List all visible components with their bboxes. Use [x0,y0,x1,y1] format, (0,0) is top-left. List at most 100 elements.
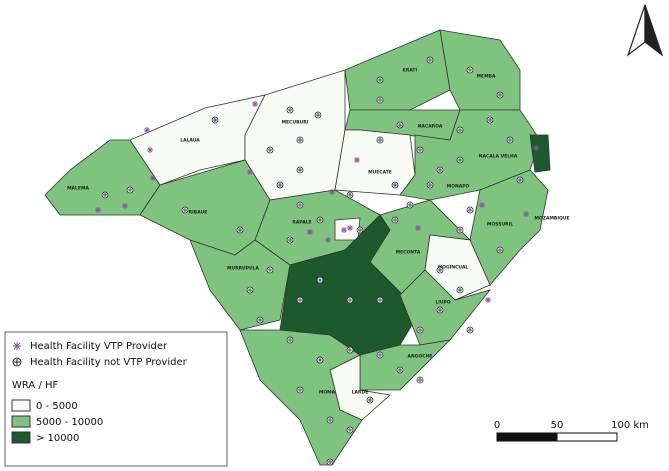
non-vtp-facility [376,296,384,304]
non-vtp-facility [246,286,254,294]
non-vtp-facility [506,136,514,144]
district-labels: LALAUA MECUBURI MALEMA RIBAUE ERATI MEMBA NACA… [67,68,570,396]
legend-label: Health Facility VTP Provider [30,341,168,352]
districts [44,29,551,466]
non-vtp-facility [296,166,304,174]
non-vtp-facility [346,296,354,304]
non-vtp-facility [346,426,354,434]
stroke [150,175,156,181]
stroke [479,202,485,208]
non-vtp-facility [426,181,434,189]
non-vtp-facility [326,458,334,466]
legend-label: Health Facility not VTP Provider [30,357,188,368]
non-vtp-facility [466,326,474,334]
vtp-facility [122,203,128,209]
district-label: NACAROA [418,124,443,130]
stroke [247,169,253,175]
district [529,134,551,173]
non-vtp-facility [346,346,354,354]
legend: Health Facility VTP Provider Health Faci… [4,331,228,467]
legend-symbol [13,342,21,350]
district-label: LALAUA [180,138,200,144]
stroke [354,157,360,163]
district-label: ERATI [403,68,418,74]
stroke [307,229,313,235]
scale-label: 0 [494,420,500,431]
stroke [533,145,539,151]
vtp-facility [354,157,360,163]
stroke [144,127,150,133]
vtp-facility [150,175,156,181]
vtp-facility [415,225,421,231]
district-label: MALEMA [67,186,89,192]
non-vtp-facility [101,191,109,199]
non-vtp-facility [376,96,384,104]
non-vtp-facility [346,191,354,199]
non-vtp-facility [296,201,304,209]
stroke [252,101,258,107]
non-vtp-facility [416,146,424,154]
legend-title: WRA / HF [12,380,59,391]
stroke [147,147,153,153]
non-vtp-facility [456,126,464,134]
district-label: MOMA [319,390,336,396]
non-vtp-facility [456,156,464,164]
non-vtp-facility [211,116,219,124]
non-vtp-facility [126,186,134,194]
non-vtp-facility [436,166,444,174]
district-label: MEMBA [477,74,496,80]
non-vtp-facility [396,121,404,129]
legend-swatch [11,431,31,444]
vtp-facility [325,237,331,243]
vtp-facility [347,225,353,231]
district-label: MOZAMBIQUE [534,216,569,222]
legend-symbol [12,357,22,367]
non-vtp-facility [406,201,414,209]
non-vtp-facility [266,266,274,274]
non-vtp-facility [286,106,294,114]
non-vtp-facility [286,336,294,344]
district [424,234,491,301]
non-vtp-facility [416,326,424,334]
district-label: ANGOCHE [408,354,433,360]
vtp-facility [523,211,529,217]
district [334,129,416,196]
non-vtp-facility [456,226,464,234]
scale-label: 100 km [611,420,649,431]
stroke [329,189,335,195]
vtp-facility [479,202,485,208]
non-vtp-facility [376,136,384,144]
non-vtp-facility [326,416,334,424]
stroke [95,207,101,213]
non-vtp-facility [391,181,399,189]
legend-label: > 10000 [36,433,79,444]
vtp-facility [144,127,150,133]
district-label: NACALA VELHA [479,154,518,160]
vtp-facility [341,227,347,233]
vtp-facility [252,101,258,107]
vtp-facility [95,207,101,213]
facilities [95,56,539,466]
district-label: RAPALE [292,220,311,226]
non-vtp-facility [426,56,434,64]
non-vtp-facility [466,66,474,74]
non-vtp-facility [376,76,384,84]
district-label: RIBAUE [189,210,208,216]
district-label: LARDE [352,390,369,396]
non-vtp-facility [181,206,189,214]
non-vtp-facility [376,351,384,359]
district-label: MONAPO [447,184,470,190]
non-vtp-facility [316,276,324,284]
scale-label: 50 [551,420,564,431]
non-vtp-facility [436,266,444,274]
district-label: MECUBURI [282,120,309,126]
stroke [347,225,353,231]
stroke [523,211,529,217]
non-vtp-facility [256,316,264,324]
non-vtp-facility [466,206,474,214]
non-vtp-facility [286,236,294,244]
non-vtp-facility [316,216,324,224]
non-vtp-facility [436,306,444,314]
non-vtp-facility [456,286,464,294]
